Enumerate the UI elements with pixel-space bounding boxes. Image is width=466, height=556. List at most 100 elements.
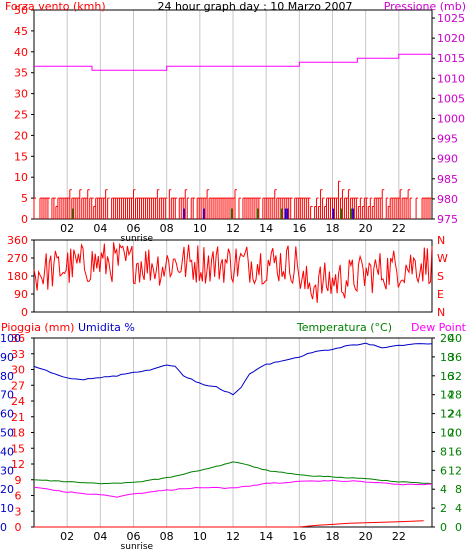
x-tick-label: 02	[60, 222, 74, 235]
left-tick-label: 45	[14, 25, 28, 38]
temp-tick-label: 16	[448, 445, 462, 458]
rain-tick-label: 3	[15, 505, 22, 518]
right-tick-label: 980	[437, 193, 458, 206]
left-tick-label: 50	[14, 4, 28, 17]
temp-tick-label-alt: 14	[440, 389, 454, 402]
x-tick-label: 22	[392, 222, 406, 235]
dew-point-line	[33, 479, 432, 498]
compass-label: S	[437, 270, 444, 283]
rain-tick-label: 9	[15, 474, 22, 487]
temp-tick-label: 8	[455, 483, 462, 496]
wind-axis-title: Forza vento (kmh)	[5, 0, 106, 13]
x-tick-label: 12	[226, 222, 240, 235]
rain-tick-label: 21	[11, 411, 25, 424]
humidity-tick-label: 80	[0, 370, 14, 383]
rain-tick-label: 0	[15, 521, 22, 534]
left-tick-label: 40	[14, 46, 28, 59]
direction-tick-label: 180	[7, 270, 28, 283]
sunrise-label: sunrise	[121, 542, 154, 552]
humidity-tick-label: 100	[0, 332, 21, 345]
temp-tick-label: 24	[448, 408, 462, 421]
x-tick-label: 10	[193, 222, 207, 235]
left-tick-label: 25	[14, 109, 28, 122]
temp-tick-label-alt: 20	[440, 332, 454, 345]
rain-axis-title: Pioggia (mm)	[1, 321, 74, 334]
left-tick-label: 15	[14, 150, 28, 163]
x-tick-label: 12	[226, 530, 240, 543]
x-tick-label: 18	[326, 222, 340, 235]
temp-tick-label-alt: 2	[440, 502, 447, 515]
compass-label: N	[437, 306, 445, 319]
x-tick-label: 16	[292, 222, 306, 235]
humidity-line	[33, 342, 433, 396]
rain-tick-label: 15	[11, 442, 25, 455]
temp-tick-label: 12	[448, 464, 462, 477]
left-tick-label: 0	[21, 213, 28, 226]
x-tick-label: 04	[93, 530, 107, 543]
humidity-tick-label: 70	[0, 389, 14, 402]
right-tick-label: 1005	[437, 92, 465, 105]
temp-tick-label-alt: 6	[440, 464, 447, 477]
rain-tick-label: 6	[15, 490, 22, 503]
compass-label: N	[437, 234, 445, 247]
x-tick-label: 14	[259, 222, 273, 235]
humidity-tick-label: 0	[0, 521, 7, 534]
x-tick-label: 08	[160, 530, 174, 543]
temp-tick-label-alt: 0	[440, 521, 447, 534]
direction-tick-label: 360	[7, 234, 28, 247]
temp-tick-label: 36	[448, 351, 462, 364]
x-tick-label: 22	[392, 530, 406, 543]
left-tick-label: 30	[14, 88, 28, 101]
humidity-tick-label: 40	[0, 445, 14, 458]
right-tick-label: 995	[437, 133, 458, 146]
humidity-tick-label: 60	[0, 408, 14, 421]
x-tick-label: 02	[60, 530, 74, 543]
left-tick-label: 35	[14, 67, 28, 80]
right-tick-label: 1000	[437, 113, 465, 126]
rain-tick-label: 30	[11, 364, 25, 377]
humidity-tick-label: 50	[0, 427, 14, 440]
rain-tick-label: 24	[11, 395, 25, 408]
x-tick-label: 18	[326, 530, 340, 543]
humidity-tick-label: 10	[0, 502, 14, 515]
left-tick-label: 20	[14, 129, 28, 142]
x-tick-label: 08	[160, 222, 174, 235]
temp-tick-label: 4	[455, 502, 462, 515]
temp-tick-label-alt: 18	[440, 351, 454, 364]
compass-label: E	[437, 288, 444, 301]
direction-tick-label: 90	[14, 288, 28, 301]
humidity-tick-label: 30	[0, 464, 14, 477]
right-tick-label: 1015	[437, 52, 465, 65]
temp-tick-label: 28	[448, 389, 462, 402]
right-tick-label: 975	[437, 213, 458, 226]
pressure-line	[34, 53, 432, 71]
right-tick-label: 1020	[437, 32, 465, 45]
rain-tick-label: 33	[11, 348, 25, 361]
humidity-tick-label: 20	[0, 483, 14, 496]
temp-tick-label: 0	[455, 521, 462, 534]
rain-tick-label: 36	[11, 332, 25, 345]
sunrise-label: sunrise	[121, 234, 154, 244]
direction-tick-label: 270	[7, 252, 28, 265]
x-tick-label: 06	[127, 530, 141, 543]
temp-tick-label-alt: 4	[440, 483, 447, 496]
temp-tick-label: 32	[448, 370, 462, 383]
rain-tick-label: 12	[11, 458, 25, 471]
wind-direction-line	[33, 242, 433, 303]
x-tick-label: 04	[93, 222, 107, 235]
x-tick-label: 20	[359, 222, 373, 235]
humidity-axis-title: Umidita %	[78, 321, 135, 334]
temp-tick-label-alt: 16	[440, 370, 454, 383]
temp-tick-label-alt: 8	[440, 445, 447, 458]
direction-tick-label: 0	[21, 306, 28, 319]
rain-tick-label: 27	[11, 379, 25, 392]
chart-title: 24 hour graph day : 10 Marzo 2007	[157, 0, 352, 13]
right-tick-label: 985	[437, 173, 458, 186]
x-tick-label: 14	[259, 530, 273, 543]
right-tick-label: 1010	[437, 72, 465, 85]
x-tick-label: 10	[193, 530, 207, 543]
humidity-tick-label: 90	[0, 351, 14, 364]
rain-tick-label: 18	[11, 427, 25, 440]
